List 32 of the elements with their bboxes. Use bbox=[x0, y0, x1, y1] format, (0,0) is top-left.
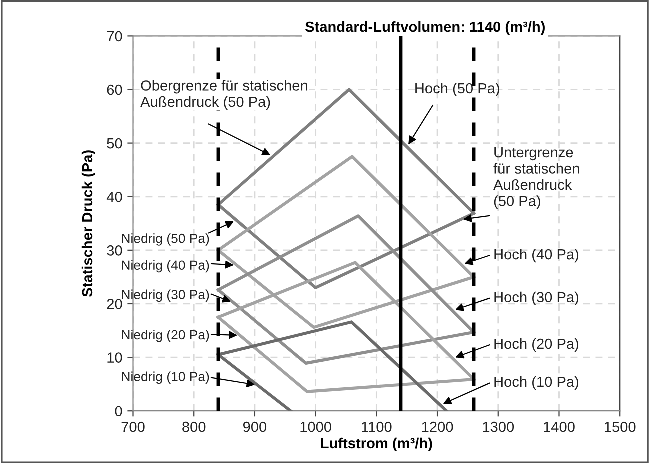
y-tick-label: 30 bbox=[107, 246, 122, 256]
annotation: Niedrig (40 Pa) bbox=[122, 260, 210, 273]
y-tick-label: 60 bbox=[107, 84, 122, 96]
annotation: Hoch (20 Pa) bbox=[494, 338, 579, 352]
x-tick-label: 1300 bbox=[483, 422, 514, 432]
annotation: Hoch (10 Pa) bbox=[494, 376, 579, 390]
y-tick-label: 70 bbox=[107, 31, 122, 42]
annotation: Hoch (40 Pa) bbox=[494, 248, 579, 263]
y-tick-label: 10 bbox=[108, 352, 122, 363]
y-tick-label: 20 bbox=[107, 299, 122, 310]
x-tick-label: 1200 bbox=[422, 422, 454, 432]
y-axis-title: Statischer Druck (Pa) bbox=[82, 150, 96, 297]
annotation: Untergrenze für statischen Außendruck (50 Pa) bbox=[494, 148, 580, 210]
x-tick-label: 800 bbox=[182, 422, 206, 432]
annotation: Hoch (50 Pa) bbox=[416, 82, 500, 97]
x-tick-label: 1000 bbox=[300, 422, 332, 432]
annotation: Niedrig (30 Pa) bbox=[122, 290, 210, 302]
annotation: Hoch (30 Pa) bbox=[494, 292, 579, 306]
x-tick-label: 1400 bbox=[544, 422, 575, 432]
x-tick-label: 700 bbox=[122, 422, 145, 432]
x-axis-title: Luftstrom (m³/h) bbox=[321, 438, 432, 452]
annotation: Niedrig (50 Pa) bbox=[122, 234, 210, 246]
y-tick-label: 40 bbox=[106, 192, 122, 202]
annotation: Niedrig (10 Pa) bbox=[122, 372, 210, 384]
chart-title: Standard-Luftvolumen: 1140 (m³/h) bbox=[305, 21, 545, 36]
x-tick-label: 1100 bbox=[362, 422, 392, 432]
x-tick-label: 900 bbox=[243, 422, 267, 432]
y-tick-label: 0 bbox=[115, 406, 122, 417]
annotation: Obergrenze für statischen Außendruck (50 Pa) bbox=[140, 80, 308, 110]
y-tick-label: 50 bbox=[107, 138, 122, 149]
annotation: Niedrig (20 Pa) bbox=[122, 330, 210, 342]
x-tick-label: 1500 bbox=[604, 422, 636, 432]
